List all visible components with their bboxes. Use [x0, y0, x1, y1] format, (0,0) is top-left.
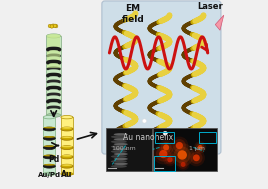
Circle shape	[48, 24, 52, 28]
Circle shape	[196, 143, 204, 152]
Bar	[47, 36, 61, 68]
Circle shape	[170, 136, 188, 155]
Ellipse shape	[43, 172, 55, 176]
Circle shape	[167, 157, 173, 162]
Circle shape	[161, 142, 172, 153]
Ellipse shape	[61, 127, 72, 129]
Bar	[154, 128, 217, 171]
Ellipse shape	[61, 136, 72, 138]
Circle shape	[179, 160, 188, 169]
Bar	[46, 36, 61, 115]
Ellipse shape	[44, 136, 55, 138]
Circle shape	[156, 146, 171, 162]
Text: Pd: Pd	[48, 155, 59, 164]
Bar	[106, 128, 152, 171]
Ellipse shape	[114, 133, 128, 136]
Circle shape	[198, 145, 203, 150]
Ellipse shape	[43, 115, 55, 119]
Ellipse shape	[61, 164, 73, 168]
Ellipse shape	[46, 113, 61, 117]
Circle shape	[53, 24, 57, 27]
Ellipse shape	[44, 164, 55, 166]
Circle shape	[177, 158, 189, 170]
Ellipse shape	[46, 34, 61, 38]
Circle shape	[142, 119, 147, 123]
Ellipse shape	[114, 163, 128, 165]
Circle shape	[163, 153, 177, 166]
Circle shape	[194, 141, 206, 153]
Ellipse shape	[61, 136, 73, 140]
Circle shape	[54, 24, 58, 28]
Circle shape	[170, 143, 194, 167]
Ellipse shape	[111, 150, 127, 153]
Ellipse shape	[114, 138, 128, 141]
Circle shape	[165, 155, 175, 164]
Ellipse shape	[111, 135, 127, 138]
Ellipse shape	[44, 127, 55, 129]
Circle shape	[177, 150, 187, 160]
FancyBboxPatch shape	[102, 1, 221, 154]
Circle shape	[176, 142, 183, 149]
Ellipse shape	[61, 146, 72, 147]
Text: 1 μm: 1 μm	[189, 146, 205, 151]
Ellipse shape	[61, 155, 72, 157]
Circle shape	[181, 162, 186, 167]
Circle shape	[153, 144, 174, 164]
Ellipse shape	[61, 146, 73, 149]
Ellipse shape	[111, 165, 127, 168]
Ellipse shape	[114, 153, 128, 155]
Ellipse shape	[114, 148, 128, 150]
Ellipse shape	[111, 145, 127, 148]
Ellipse shape	[111, 160, 127, 163]
Circle shape	[163, 144, 169, 150]
Circle shape	[173, 139, 186, 152]
Ellipse shape	[43, 164, 55, 168]
Ellipse shape	[43, 136, 55, 140]
Ellipse shape	[111, 155, 127, 158]
Circle shape	[51, 24, 55, 27]
Text: Au: Au	[61, 170, 73, 179]
Text: EM
field: EM field	[122, 5, 144, 24]
Ellipse shape	[46, 34, 61, 38]
Ellipse shape	[114, 143, 128, 146]
Circle shape	[190, 152, 203, 164]
Text: Au/Pd: Au/Pd	[38, 172, 61, 178]
Text: 100 nm: 100 nm	[112, 146, 136, 151]
Circle shape	[193, 154, 200, 161]
Circle shape	[159, 140, 174, 155]
Bar	[43, 117, 55, 174]
Ellipse shape	[43, 146, 55, 149]
Ellipse shape	[61, 127, 73, 131]
Ellipse shape	[61, 172, 73, 176]
Ellipse shape	[44, 145, 55, 147]
Circle shape	[50, 25, 54, 28]
Bar	[61, 117, 73, 174]
Ellipse shape	[61, 164, 72, 166]
Polygon shape	[215, 15, 224, 30]
Ellipse shape	[111, 140, 127, 143]
Circle shape	[159, 150, 168, 158]
Ellipse shape	[61, 115, 73, 119]
Ellipse shape	[61, 155, 73, 159]
Ellipse shape	[44, 155, 55, 156]
Text: Laser: Laser	[198, 2, 224, 11]
Text: Au nanohelix: Au nanohelix	[123, 132, 173, 142]
Ellipse shape	[43, 127, 55, 131]
Ellipse shape	[114, 158, 128, 160]
Circle shape	[174, 146, 191, 163]
Ellipse shape	[43, 155, 55, 159]
Circle shape	[163, 131, 167, 135]
Circle shape	[188, 149, 205, 166]
